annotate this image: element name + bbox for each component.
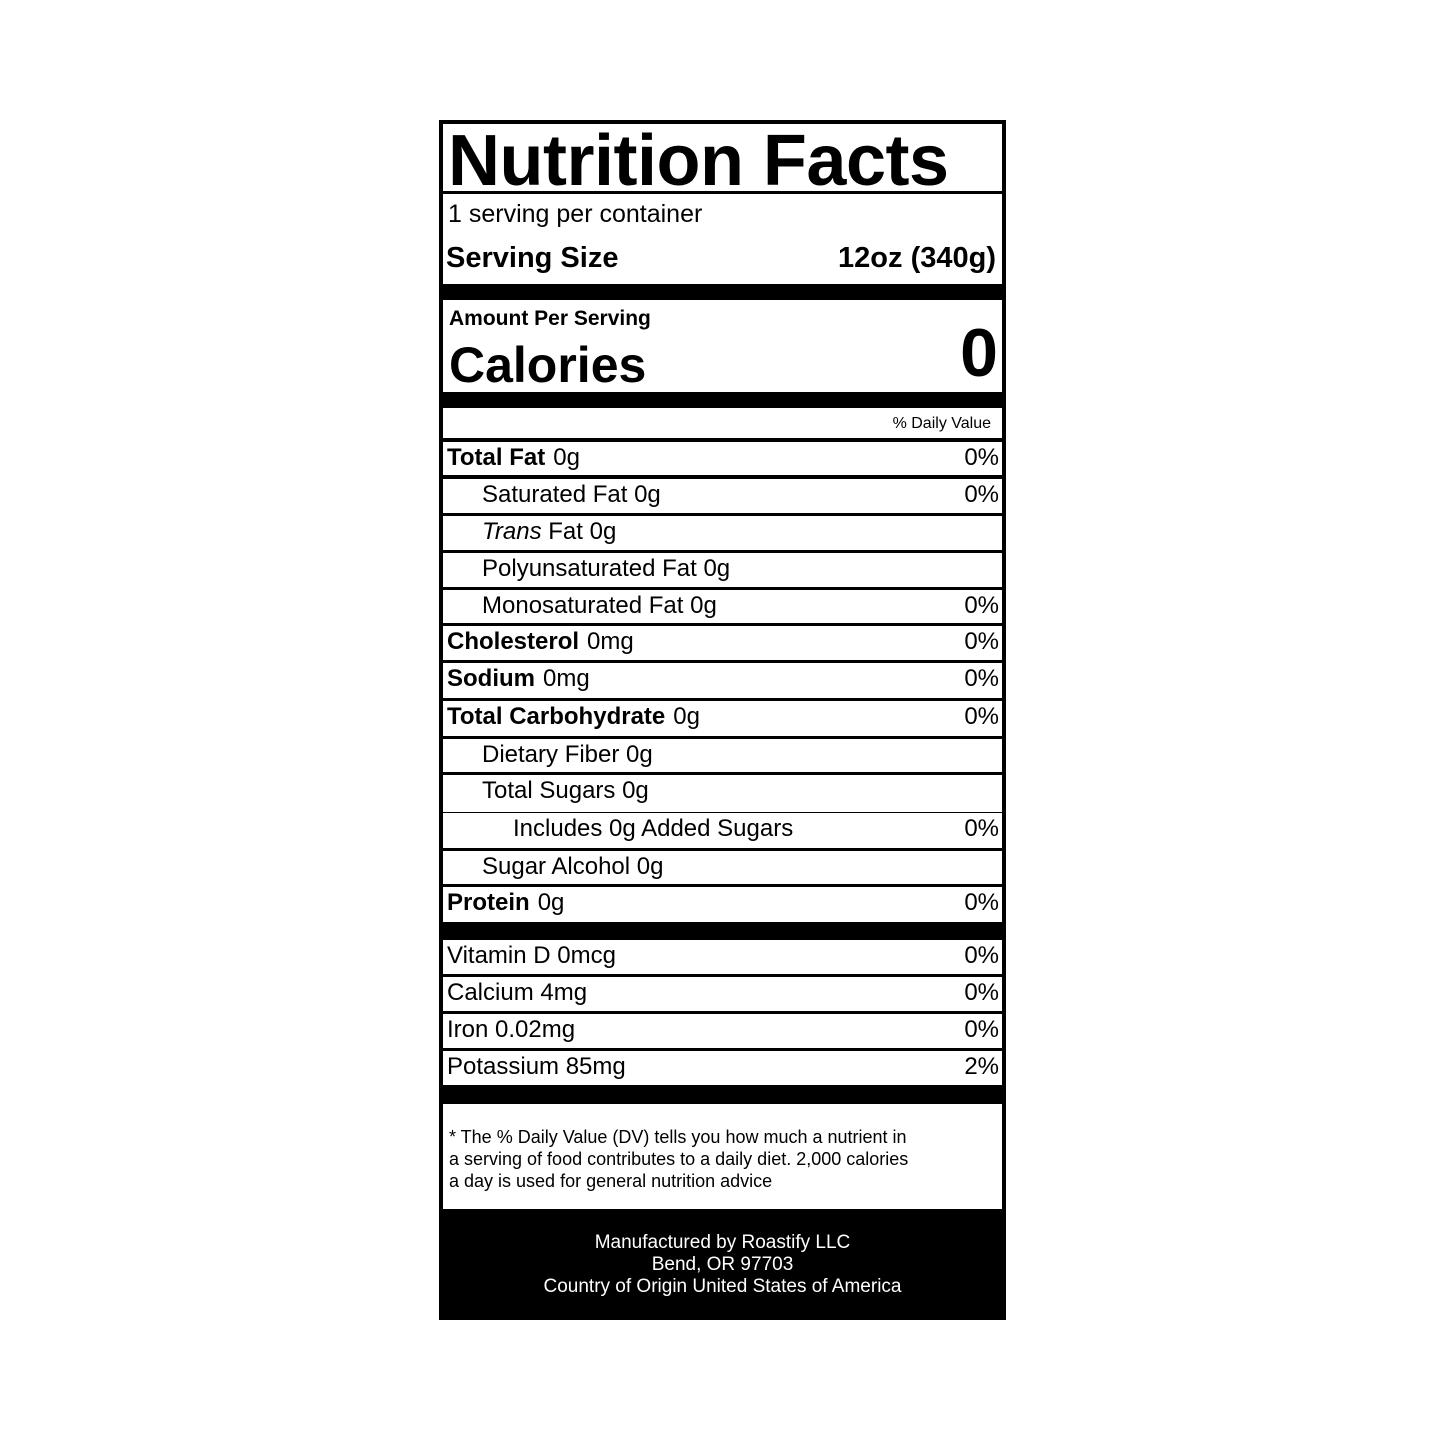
nutrient-bold-label: Total Fat: [447, 444, 546, 471]
nutrient-label: Iron 0.02mg: [447, 1016, 576, 1043]
nutrient-label: Sugar Alcohol 0g: [482, 853, 664, 880]
daily-value-percent: 0%: [964, 665, 999, 692]
nutrient-row: Protein 0g 0%: [443, 887, 1002, 922]
nutrient-name: Trans Fat 0g: [482, 518, 616, 546]
daily-value-percent: 2%: [964, 1053, 999, 1080]
nutrient-amount: 0mg: [543, 665, 590, 692]
nutrient-row: Trans Fat 0g: [443, 516, 1002, 550]
nutrient-amount: 0g: [673, 703, 700, 730]
nutrient-label: Monosaturated Fat 0g: [482, 592, 717, 619]
nutrient-row: Sodium 0mg 0%: [443, 663, 1002, 698]
nutrient-label: Vitamin D 0mcg: [447, 942, 616, 969]
nutrient-name: Total Carbohydrate 0g: [447, 703, 700, 731]
nutrient-amount: 0mg: [587, 628, 634, 655]
nutrient-row: Polyunsaturated Fat 0g: [443, 553, 1002, 587]
nutrient-row: Includes 0g Added Sugars 0%: [443, 813, 1002, 848]
manufacturer-line: Bend, OR 97703: [651, 1254, 794, 1275]
serving-size-label: Serving Size: [446, 242, 619, 274]
nutrient-label: Saturated Fat 0g: [482, 481, 661, 508]
daily-value-percent: 0%: [964, 815, 999, 842]
nutrient-name: Calcium 4mg: [447, 979, 587, 1007]
nutrient-bold-label: Sodium: [447, 665, 535, 692]
daily-value-percent: 0%: [964, 1016, 999, 1043]
daily-value-header-row: % Daily Value: [443, 408, 1002, 438]
nutrient-name: Dietary Fiber 0g: [482, 741, 653, 769]
nutrient-amount: 0g: [553, 444, 580, 471]
nutrient-row: Cholesterol 0mg 0%: [443, 626, 1002, 660]
daily-value-percent: 0%: [964, 481, 999, 508]
servings-per-container: 1 serving per container: [448, 200, 703, 228]
nutrient-label: Polyunsaturated Fat 0g: [482, 555, 731, 582]
nutrient-label: Total Sugars 0g: [482, 777, 649, 804]
nutrient-bold-label: Total Carbohydrate: [447, 703, 666, 730]
nutrient-name: Polyunsaturated Fat 0g: [482, 555, 730, 583]
manufacturer-line: Country of Origin United States of Ameri…: [543, 1276, 902, 1297]
footnote-section: * The % Daily Value (DV) tells you how m…: [443, 1104, 1002, 1209]
daily-value-percent: 0%: [964, 889, 999, 916]
footnote-line: a serving of food contributes to a daily…: [449, 1149, 909, 1169]
nutrient-row: Monosaturated Fat 0g 0%: [443, 590, 1002, 623]
nutrient-name: Iron 0.02mg: [447, 1016, 575, 1044]
nutrient-row: Total Fat 0g 0%: [443, 442, 1002, 475]
vitamin-row: Calcium 4mg 0%: [443, 977, 1002, 1011]
vitamin-row: Vitamin D 0mcg 0%: [443, 940, 1002, 974]
daily-value-percent: 0%: [964, 979, 999, 1006]
nutrient-name: Cholesterol 0mg: [447, 628, 634, 656]
nutrient-label: Calcium 4mg: [447, 979, 588, 1006]
nutrient-row: Saturated Fat 0g 0%: [443, 479, 1002, 513]
nutrient-name: Protein 0g: [447, 889, 564, 917]
title-section: Nutrition Facts: [443, 121, 1002, 201]
daily-value-percent: 0%: [964, 444, 999, 471]
calories-label: Calories: [449, 337, 647, 393]
daily-value-percent: 0%: [964, 703, 999, 730]
footnote-line: * The % Daily Value (DV) tells you how m…: [449, 1127, 907, 1147]
nutrient-label: Fat 0g: [541, 518, 617, 545]
nutrient-label: Dietary Fiber 0g: [482, 741, 653, 768]
nutrient-bold-label: Cholesterol: [447, 628, 580, 655]
daily-value-percent: 0%: [964, 942, 999, 969]
nutrient-name: Sodium 0mg: [447, 665, 590, 693]
amount-per-serving: Amount Per Serving: [449, 307, 651, 330]
vitamin-row: Iron 0.02mg 0%: [443, 1014, 1002, 1048]
nutrient-row: Dietary Fiber 0g: [443, 739, 1002, 772]
label-title: Nutrition Facts: [448, 121, 949, 201]
serving-section: 1 serving per container Serving Size 12o…: [443, 194, 1002, 284]
nutrient-name: Sugar Alcohol 0g: [482, 853, 663, 881]
daily-value-percent: 0%: [964, 592, 999, 619]
nutrient-name: Includes 0g Added Sugars: [513, 815, 793, 843]
nutrient-row: Total Sugars 0g: [443, 775, 1002, 812]
serving-size-value: 12oz (340g): [838, 242, 996, 274]
nutrient-name: Potassium 85mg: [447, 1053, 626, 1081]
nutrient-name: Saturated Fat 0g: [482, 481, 661, 509]
calories-value: 0: [960, 315, 998, 391]
daily-value-header: % Daily Value: [892, 415, 991, 432]
manufacturer-info: Manufactured by Roastify LLC Bend, OR 97…: [439, 1232, 1006, 1298]
footnote: * The % Daily Value (DV) tells you how m…: [449, 1126, 908, 1192]
nutrient-name: Total Fat 0g: [447, 444, 580, 472]
calories-section: Amount Per Serving Calories 0: [443, 300, 1002, 393]
nutrient-label: Includes 0g Added Sugars: [513, 815, 794, 842]
vitamin-row: Potassium 85mg 2%: [443, 1051, 1002, 1085]
footnote-line: a day is used for general nutrition advi…: [449, 1171, 773, 1191]
daily-value-percent: 0%: [964, 628, 999, 655]
nutrient-name: Monosaturated Fat 0g: [482, 592, 717, 620]
nutrient-bold-label: Protein: [447, 889, 530, 916]
nutrition-facts-label: Nutrition Facts 1 serving per container …: [439, 120, 1006, 1320]
nutrient-row: Sugar Alcohol 0g: [443, 851, 1002, 884]
nutrient-amount: 0g: [537, 889, 565, 916]
nutrient-name: Vitamin D 0mcg: [447, 942, 616, 970]
nutrient-label: Potassium 85mg: [447, 1053, 626, 1080]
nutrient-italic-label: Trans: [482, 518, 542, 545]
nutrient-name: Total Sugars 0g: [482, 777, 649, 805]
manufacturer-line: Manufactured by Roastify LLC: [594, 1232, 851, 1253]
divider: [443, 809, 481, 812]
nutrient-row: Total Carbohydrate 0g 0%: [443, 701, 1002, 736]
